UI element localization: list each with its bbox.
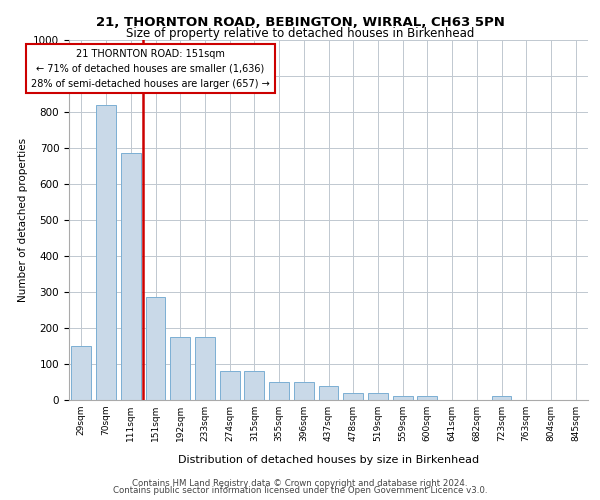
Bar: [71, 346, 91, 400]
Y-axis label: Number of detached properties: Number of detached properties: [17, 138, 28, 302]
Text: Contains HM Land Registry data © Crown copyright and database right 2024.: Contains HM Land Registry data © Crown c…: [132, 478, 468, 488]
Bar: [418, 396, 437, 400]
Bar: [343, 393, 363, 400]
Bar: [294, 382, 314, 400]
Text: 21, THORNTON ROAD, BEBINGTON, WIRRAL, CH63 5PN: 21, THORNTON ROAD, BEBINGTON, WIRRAL, CH…: [95, 16, 505, 29]
Bar: [491, 396, 511, 400]
Bar: [220, 371, 239, 400]
Bar: [368, 393, 388, 400]
Bar: [170, 337, 190, 400]
Bar: [393, 396, 413, 400]
Bar: [244, 371, 264, 400]
Bar: [269, 382, 289, 400]
X-axis label: Distribution of detached houses by size in Birkenhead: Distribution of detached houses by size …: [178, 455, 479, 465]
Text: Contains public sector information licensed under the Open Government Licence v3: Contains public sector information licen…: [113, 486, 487, 495]
Text: 21 THORNTON ROAD: 151sqm
← 71% of detached houses are smaller (1,636)
28% of sem: 21 THORNTON ROAD: 151sqm ← 71% of detach…: [31, 49, 270, 88]
Text: Size of property relative to detached houses in Birkenhead: Size of property relative to detached ho…: [126, 26, 474, 40]
Bar: [96, 105, 116, 400]
Bar: [146, 298, 166, 400]
Bar: [121, 154, 140, 400]
Bar: [195, 337, 215, 400]
Bar: [319, 386, 338, 400]
